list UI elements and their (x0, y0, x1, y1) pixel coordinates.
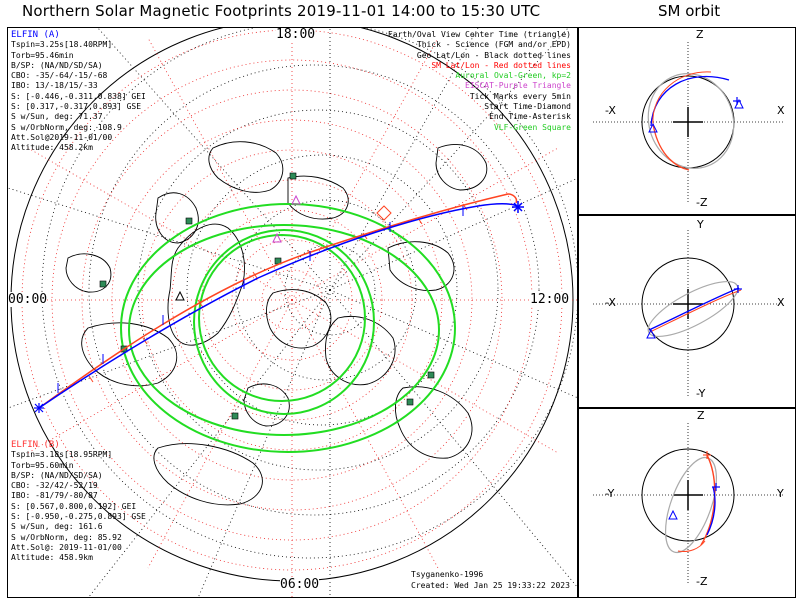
elfin-a-start-asterisk (34, 403, 44, 413)
orbit-3-top-label: Z (697, 409, 705, 422)
elfin-b-line: B/SP: (NA/ND/SD/SA) (11, 470, 103, 480)
hour-label-bottom: 06:00 (280, 577, 320, 592)
elfin-b-line: IBO: -81/79/-80/87 (11, 491, 98, 501)
elfin-b-line: S: [0.567,0.800,0.192] GEI (11, 501, 137, 511)
coastlines (65, 141, 488, 506)
orbit-plot-xz (593, 42, 783, 202)
elfin-a-name: ELFIN (A) (11, 30, 60, 40)
view-center-triangle (175, 290, 185, 301)
elfin-a-line: S: [-0.446,-0.311,0.838] GEI (11, 91, 146, 101)
created-timestamp: Created: Wed Jan 25 19:33:22 2023 (411, 581, 570, 590)
elfin-b-line: Torb=95.60min (11, 460, 74, 470)
legend-item: End Time-Asterisk (489, 112, 571, 122)
orbit-1-bottom-label: -Z (696, 196, 708, 209)
elfin-b-line: S w/Sun, deg: 161.6 (11, 522, 103, 532)
orbit-1-top-label: Z (696, 28, 704, 41)
elfin-b-info: ELFIN (B) Tspin=3.18s[18.95RPM] Torb=95.… (11, 440, 146, 564)
orbit-3-bottom-label: -Z (696, 575, 708, 588)
elfin-a-line: IBO: 13/-18/15/-33 (11, 81, 98, 91)
elfin-b-line: S w/OrbNorm, deg: 85.92 (11, 532, 122, 542)
elfin-a-line: Tspin=3.25s[18.40RPM] (11, 40, 113, 50)
elfin-b-line: Tspin=3.18s[18.95RPM] (11, 450, 113, 460)
elfin-a-line: Altitude: 458.2km (11, 143, 93, 153)
orbit-panel-xy: Y -Y -X X (578, 215, 796, 408)
elfin-a-line: Att.Sol@2019-11-01/00 (11, 132, 113, 142)
orbit-panel-xz: Z -Z -X X (578, 27, 796, 215)
elfin-a-line: B/SP: (NA/ND/SD/SA) (11, 60, 103, 70)
legend-item: Auroral Oval-Green, kp=2 (455, 71, 571, 81)
elfin-b-line: CBO: -32/42/-52/19 (11, 481, 98, 491)
legend-item: Earth/Oval View Center Time (triangle) (387, 30, 571, 39)
elfin-b-line: Altitude: 458.9km (11, 553, 93, 563)
hour-label-right: 12:00 (530, 292, 570, 307)
elfin-a-line: S w/Sun, deg: 71.37 (11, 112, 103, 122)
elfin-b-track (38, 193, 518, 409)
elfin-b-start-diamond (376, 205, 392, 221)
elfin-a-info: ELFIN (A) Tspin=3.25s[18.40RPM] Torb=95.… (11, 30, 146, 154)
elfin-a-ticks (57, 206, 464, 393)
orbit-title: SM orbit (658, 2, 721, 20)
elfin-a-track (38, 203, 519, 409)
orbit-1-left-label: -X (605, 104, 616, 117)
orbit-plot-xy (593, 230, 783, 396)
auroral-oval (120, 203, 456, 453)
legend-item: Geo Lat/Lon - Black dotted lines (416, 50, 571, 60)
eiscat-sites (272, 194, 301, 243)
elfin-a-line: S: [0.317,-0.317,0.893] GSE (11, 102, 142, 112)
elfin-b-name: ELFIN (B) (11, 440, 60, 450)
elfin-a-end-asterisk (512, 201, 524, 213)
orbit-plot-yz (593, 423, 783, 585)
model-credit: Tsyganenko-1996 (411, 570, 484, 579)
elfin-b-line: Att.Sol@: 2019-11-01/00 (11, 542, 122, 552)
legend-item: Start Time-Diamond (484, 102, 571, 112)
legend-item: EISCAT-Purple Triangle (465, 81, 571, 91)
orbit-2-left-label: -X (605, 296, 616, 309)
page-title: Northern Solar Magnetic Footprints 2019-… (22, 2, 541, 20)
orbit-3-right-label: Y (777, 487, 784, 500)
elfin-a-line: CBO: -35/-64/-15/-68 (11, 71, 108, 81)
legend: Earth/Oval View Center Time (triangle) T… (388, 30, 571, 133)
legend-item: Tick Marks every 5min (469, 91, 571, 101)
hour-label-top: 18:00 (276, 27, 316, 42)
hour-label-left: 00:00 (8, 292, 48, 307)
legend-item: SM Lat/Lon - Red dotted lines (431, 60, 571, 70)
elfin-a-line: Torb=95.46min (11, 50, 74, 60)
elfin-b-line: S: [-0.950,-0.275,0.893] GSE (11, 512, 146, 522)
orbit-1-right-label: X (777, 104, 785, 117)
footprint-map-panel: 18:00 00:00 12:00 06:00 ELFIN (A) Tspin=… (7, 27, 578, 598)
elfin-a-line: S w/OrbNorm, deg: 108.9 (11, 122, 122, 132)
orbit-panel-yz: Z -Z -Y Y (578, 408, 796, 598)
orbit-2-bottom-label: -Y (696, 387, 706, 400)
footprint-map (8, 28, 577, 597)
orbit-3-left-label: -Y (605, 487, 615, 500)
legend-item: Thick - Science (FGM and/or EPD) (416, 40, 571, 50)
orbit-2-top-label: Y (697, 218, 704, 231)
legend-item: VLF-Green Square (493, 122, 571, 132)
orbit-2-right-label: X (777, 296, 785, 309)
